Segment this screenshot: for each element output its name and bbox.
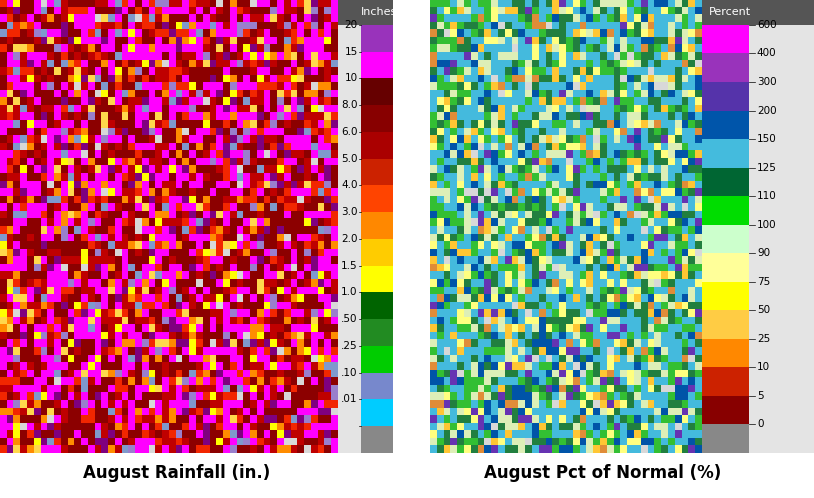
- Bar: [361, 426, 393, 453]
- Text: 1.0: 1.0: [341, 287, 358, 297]
- Bar: [702, 225, 749, 253]
- Bar: [702, 282, 749, 310]
- Bar: [361, 78, 393, 105]
- Bar: [702, 253, 749, 282]
- Text: 150: 150: [757, 134, 777, 144]
- Text: 600: 600: [757, 20, 777, 30]
- Text: .10: .10: [341, 368, 358, 378]
- Bar: [702, 53, 749, 82]
- Bar: [361, 346, 393, 373]
- Bar: [361, 52, 393, 78]
- Bar: [702, 25, 749, 53]
- Bar: [361, 399, 393, 426]
- Bar: [702, 139, 749, 168]
- Bar: [702, 368, 749, 396]
- Text: 125: 125: [757, 163, 777, 173]
- Bar: [361, 132, 393, 159]
- Bar: [361, 319, 393, 346]
- Bar: [702, 339, 749, 368]
- Bar: [361, 266, 393, 292]
- Text: 0: 0: [757, 419, 764, 429]
- Text: 1.5: 1.5: [341, 261, 358, 271]
- Text: 10: 10: [757, 363, 770, 373]
- Text: 5.0: 5.0: [341, 154, 358, 164]
- Bar: [338, 0, 393, 25]
- Bar: [702, 168, 749, 196]
- Text: 200: 200: [757, 106, 777, 116]
- Text: .50: .50: [341, 314, 358, 324]
- Text: 20: 20: [344, 20, 358, 30]
- Bar: [361, 159, 393, 185]
- Text: Percent: Percent: [709, 7, 751, 17]
- Text: 5: 5: [757, 391, 764, 401]
- Bar: [702, 196, 749, 225]
- Text: .25: .25: [341, 341, 358, 351]
- Text: 6.0: 6.0: [341, 127, 358, 137]
- Text: August Pct of Normal (%): August Pct of Normal (%): [484, 464, 721, 482]
- Bar: [361, 239, 393, 266]
- Text: 400: 400: [757, 48, 777, 58]
- Bar: [702, 82, 749, 111]
- Text: 25: 25: [757, 334, 770, 344]
- Text: 110: 110: [757, 191, 777, 201]
- Bar: [702, 310, 749, 339]
- Bar: [361, 373, 393, 399]
- Bar: [702, 0, 814, 25]
- Bar: [702, 396, 749, 424]
- Bar: [361, 292, 393, 319]
- Text: 8.0: 8.0: [341, 100, 358, 110]
- Text: 4.0: 4.0: [341, 180, 358, 190]
- Bar: [361, 185, 393, 212]
- Text: 50: 50: [757, 305, 770, 315]
- Bar: [361, 25, 393, 52]
- Text: .01: .01: [341, 394, 358, 404]
- Text: Inches: Inches: [361, 7, 397, 17]
- Text: 75: 75: [757, 277, 770, 287]
- Text: 300: 300: [757, 77, 777, 87]
- Text: 3.0: 3.0: [341, 207, 358, 217]
- Bar: [702, 111, 749, 139]
- Text: 10: 10: [344, 73, 358, 84]
- Bar: [361, 212, 393, 239]
- Bar: [702, 424, 749, 453]
- Text: 2.0: 2.0: [341, 234, 358, 244]
- Text: 15: 15: [344, 47, 358, 57]
- Text: August Rainfall (in.): August Rainfall (in.): [83, 464, 270, 482]
- Text: 90: 90: [757, 248, 770, 258]
- Bar: [361, 105, 393, 132]
- Text: 100: 100: [757, 220, 777, 230]
